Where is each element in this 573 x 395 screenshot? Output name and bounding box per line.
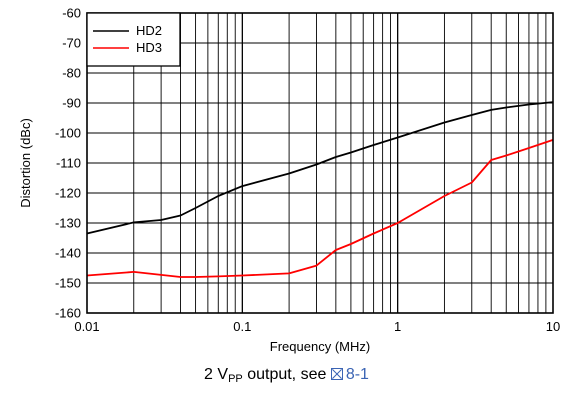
figure-reference-link[interactable]: 8-1 [330, 366, 369, 383]
figure-reference-number: 8-1 [345, 366, 369, 383]
y-tick-label: -140 [55, 246, 81, 261]
legend: HD2 HD3 [86, 12, 181, 67]
y-tick-label: -80 [62, 66, 81, 81]
series-lines [86, 101, 554, 278]
y-tick-label: -100 [55, 126, 81, 141]
distortion-chart: -60 -70 -80 -90 -100 -110 -120 -130 -140 -150 -160… [18, 6, 560, 355]
figure-caption: 2 VPP output, see 8-1 [0, 366, 573, 385]
y-axis-title: Distortion (dBc) [18, 118, 33, 208]
x-axis-title: Frequency (MHz) [270, 339, 370, 354]
x-tick-label: 1 [394, 319, 401, 334]
y-tick-label: -70 [62, 36, 81, 51]
legend-label-hd3: HD3 [136, 40, 162, 55]
x-tick-label: 10 [546, 319, 560, 334]
y-tick-label: -90 [62, 96, 81, 111]
series-line-hd3 [86, 139, 554, 278]
y-tick-label: -130 [55, 216, 81, 231]
y-tick-label: -120 [55, 186, 81, 201]
y-tick-label: -60 [62, 6, 81, 21]
caption-prefix: 2 V [204, 366, 229, 383]
series-line-hd2 [86, 101, 554, 235]
caption-subscript: PP [228, 373, 243, 385]
figure-reference-icon [330, 368, 343, 380]
tick-labels: -60 -70 -80 -90 -100 -110 -120 -130 -140 -150 -160… [55, 6, 560, 335]
legend-label-hd2: HD2 [136, 23, 162, 38]
plot-frame [86, 12, 554, 314]
y-tick-label: -110 [56, 156, 81, 171]
caption-middle: output, see [242, 366, 331, 383]
y-tick-label: -160 [55, 306, 81, 321]
y-tick-label: -150 [55, 276, 81, 291]
x-tick-label: 0.1 [233, 319, 251, 334]
legend-box [86, 12, 181, 67]
x-tick-label: 0.01 [74, 319, 99, 334]
